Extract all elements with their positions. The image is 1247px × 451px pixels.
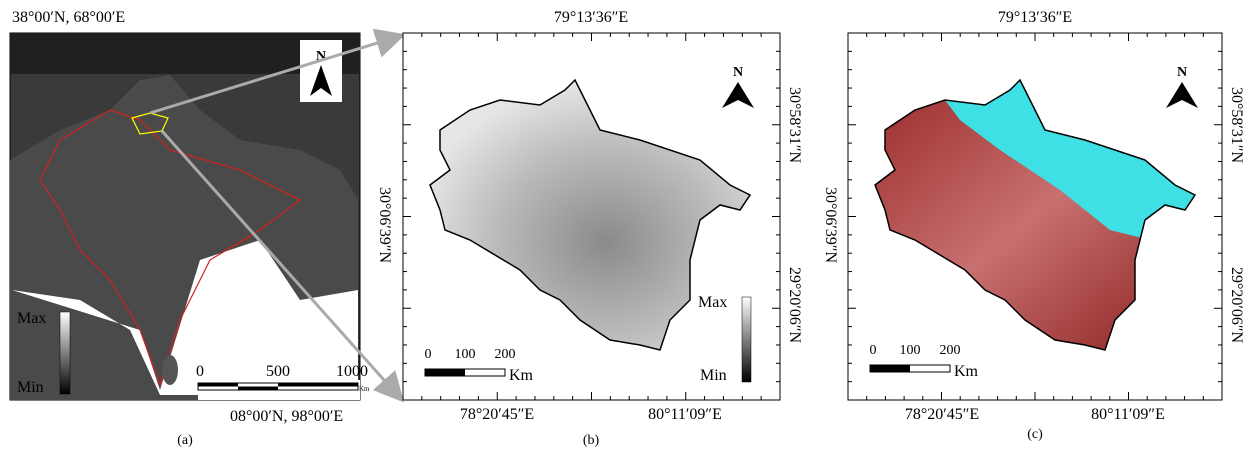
north-label: N — [1177, 65, 1187, 80]
scale-seg — [870, 365, 910, 372]
corner-label: 38°00′N, 68°00′E — [12, 9, 125, 26]
scale-unit: Km — [954, 363, 979, 380]
top-label: 79°13′36″E — [998, 9, 1072, 26]
north-arrow — [1166, 82, 1198, 108]
legend-min: Min — [700, 367, 727, 384]
north-arrow — [722, 82, 754, 108]
scale-seg — [198, 383, 238, 387]
top-label: 79°13′36″E — [554, 9, 628, 26]
panel-c: N 0 100 200 Km 79°13′36″E 78°20′45″E 80°… — [822, 9, 1245, 442]
north-label: N — [316, 49, 326, 64]
study-area — [131, 112, 169, 135]
scale-tick: 0 — [425, 347, 432, 362]
bottom-label: 80°11′09″E — [1091, 406, 1165, 423]
bottom-label: 78°20′45″E — [905, 406, 979, 423]
india-boundary — [39, 109, 302, 387]
panel-a: N Max Min 0 500 1000 Km 38°00′N, 68°00′E… — [9, 9, 370, 448]
caption: (a) — [177, 433, 193, 448]
legend-min: Min — [17, 379, 44, 396]
zoom-arrow — [149, 28, 406, 115]
scale-tick: 0 — [870, 343, 877, 358]
scale-seg — [425, 369, 465, 376]
left-label: 30°06′39″N — [822, 187, 839, 264]
scale-tick: 200 — [940, 343, 961, 358]
scale-unit: Km — [359, 385, 370, 393]
left-label: 30°06′39″N — [376, 187, 393, 264]
legend-bar — [59, 311, 71, 395]
bottom-label: 80°11′09″E — [648, 406, 722, 423]
scale-seg — [278, 383, 358, 387]
scale-tick: 500 — [266, 363, 290, 380]
scale-unit: Km — [509, 367, 534, 384]
scale-tick: 1000 — [336, 363, 368, 380]
scale-seg — [238, 386, 278, 390]
scale-tick: 0 — [196, 363, 204, 380]
legend-max: Max — [17, 310, 46, 327]
caption: (b) — [583, 433, 600, 448]
right-label: 29°20′06″N — [786, 267, 803, 344]
right-label: 30°58′31″N — [1228, 87, 1245, 164]
north-arrow — [310, 65, 332, 96]
island — [162, 355, 178, 385]
ocean — [12, 240, 358, 395]
right-label: 29°20′06″N — [1228, 267, 1245, 344]
north-label: N — [733, 65, 743, 80]
panel-b: N Max Min 0 100 200 Km 79°13′36″E 78°20′… — [376, 9, 803, 448]
corner-label: 08°00′N, 98°00′E — [230, 408, 343, 425]
right-label: 30°58′31″N — [786, 87, 803, 164]
caption: (c) — [1027, 427, 1043, 442]
scale-tick: 100 — [455, 347, 476, 362]
legend-bar — [741, 296, 752, 383]
zoom-arrow — [160, 130, 404, 403]
scale-tick: 200 — [495, 347, 516, 362]
scale-tick: 100 — [900, 343, 921, 358]
legend-max: Max — [698, 294, 727, 311]
bottom-label: 78°20′45″E — [460, 406, 534, 423]
